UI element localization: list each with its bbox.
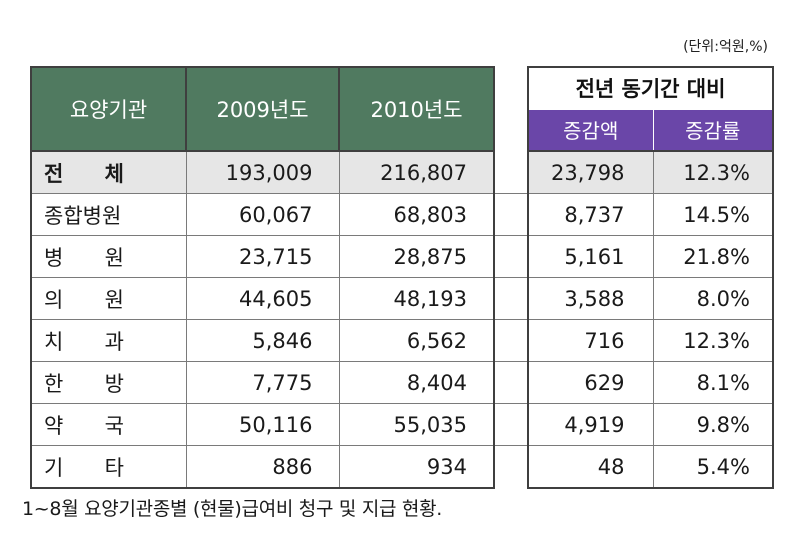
cell-rate: 14.5%: [652, 193, 774, 236]
cell-2010: 55,035: [338, 403, 494, 446]
header-diff: 증감액: [527, 108, 654, 152]
cell-2010: 934: [338, 445, 494, 489]
cell-2010: 68,803: [338, 193, 494, 236]
cell-diff: 8,737: [527, 193, 653, 236]
cell-2009: 7,775: [185, 361, 339, 404]
header-year-2010: 2010년도: [338, 66, 495, 152]
column-gap: [493, 67, 529, 151]
header-year-2009: 2009년도: [185, 66, 340, 152]
cell-2009: 193,009: [185, 151, 339, 194]
table-row: 종합병원 60,067 68,803 8,737 14.5%: [30, 193, 774, 236]
cell-2010: 6,562: [338, 319, 494, 362]
header-category: 요양기관: [30, 66, 187, 152]
cell-2009: 5,846: [185, 319, 339, 362]
cell-diff: 4,919: [527, 403, 653, 446]
cell-2009: 50,116: [185, 403, 339, 446]
header-yoy-group: 전년 동기간 대비: [527, 66, 774, 109]
header-rate: 증감률: [652, 108, 774, 152]
cell-rate: 9.8%: [652, 403, 774, 446]
cell-diff: 716: [527, 319, 653, 362]
cell-2009: 44,605: [185, 277, 339, 320]
cell-rate: 8.1%: [652, 361, 774, 404]
cell-rate: 5.4%: [652, 445, 774, 489]
cell-diff: 629: [527, 361, 653, 404]
cell-2009: 23,715: [185, 235, 339, 278]
cell-diff: 23,798: [527, 151, 653, 194]
cell-2009: 886: [185, 445, 339, 489]
cell-2010: 28,875: [338, 235, 494, 278]
cell-rate: 12.3%: [652, 151, 774, 194]
table-caption: 1~8월 요양기관종별 (현물)급여비 청구 및 지급 현황.: [22, 498, 443, 520]
cell-2010: 8,404: [338, 361, 494, 404]
cell-diff: 5,161: [527, 235, 653, 278]
cell-rate: 8.0%: [652, 277, 774, 320]
cell-2010: 216,807: [338, 151, 494, 194]
cell-rate: 21.8%: [652, 235, 774, 278]
cell-diff: 3,588: [527, 277, 653, 320]
cell-2009: 60,067: [185, 193, 339, 236]
cell-2010: 48,193: [338, 277, 494, 320]
cell-diff: 48: [527, 445, 653, 489]
cell-rate: 12.3%: [652, 319, 774, 362]
unit-note: (단위:억원,%): [683, 39, 768, 55]
row-label: 종합병원: [30, 193, 186, 236]
